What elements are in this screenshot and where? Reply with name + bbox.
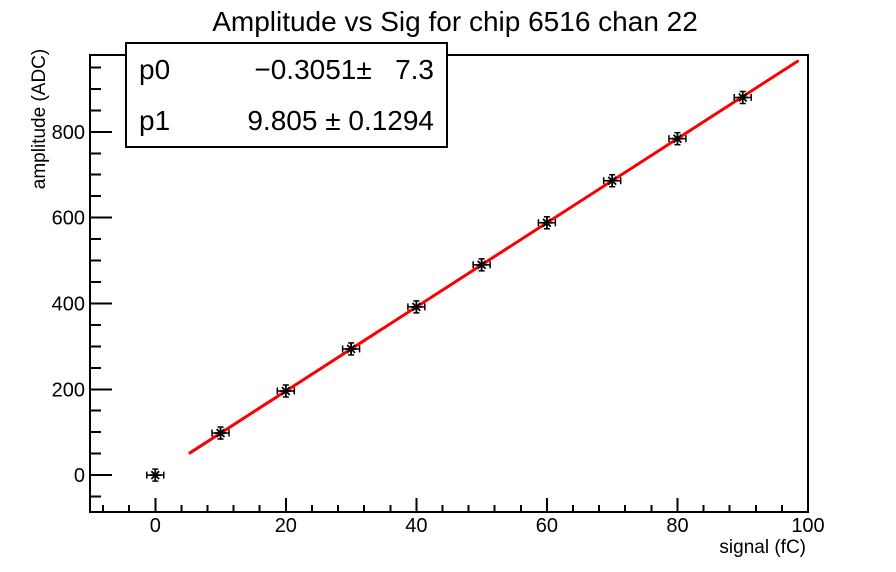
marker-asterisk xyxy=(542,218,552,228)
marker-asterisk xyxy=(672,134,682,144)
y-axis-title: amplitude (ADC) xyxy=(29,49,50,189)
x-tick-label: 20 xyxy=(275,515,297,537)
data-point xyxy=(341,342,361,356)
marker-asterisk xyxy=(411,302,421,312)
chart-title: Amplitude vs Sig for chip 6516 chan 22 xyxy=(212,6,698,37)
data-point xyxy=(602,173,622,188)
marker-asterisk xyxy=(477,260,487,270)
marker-asterisk xyxy=(346,344,356,354)
param-value-p1: 9.805 ± 0.1294 xyxy=(247,104,434,136)
x-tick-label: 40 xyxy=(405,515,427,537)
stats-row-p1: p1 9.805 ± 0.1294 xyxy=(127,95,446,146)
data-point xyxy=(407,300,426,314)
data-point xyxy=(276,384,296,398)
stats-row-p0: p0 −0.3051± 7.3 xyxy=(127,44,446,95)
y-tick-label: 200 xyxy=(52,379,85,401)
x-tick-label: 80 xyxy=(666,515,688,537)
param-value-p0: −0.3051± 7.3 xyxy=(254,53,434,85)
marker-asterisk xyxy=(607,176,617,186)
data-point xyxy=(733,90,752,105)
marker-asterisk xyxy=(281,386,291,396)
data-point xyxy=(146,468,165,482)
fit-line xyxy=(188,59,800,455)
y-tick-label: 800 xyxy=(52,122,85,144)
y-tick-label: 0 xyxy=(74,465,85,487)
x-axis-title: signal (fC) xyxy=(719,537,806,558)
marker-asterisk xyxy=(738,92,748,103)
param-name-p0: p0 xyxy=(139,53,171,85)
data-point xyxy=(211,426,230,440)
y-tick-label: 600 xyxy=(52,208,85,230)
marker-asterisk xyxy=(150,470,160,480)
x-tick-label: 60 xyxy=(536,515,558,537)
marker-asterisk xyxy=(216,428,226,438)
plot-frame xyxy=(89,54,809,513)
y-tick-label: 400 xyxy=(52,293,85,315)
x-tick-label: 100 xyxy=(791,515,824,537)
param-name-p1: p1 xyxy=(139,104,171,136)
data-point xyxy=(537,216,557,230)
data-point xyxy=(668,131,687,146)
data-point xyxy=(472,258,491,272)
x-tick-label: 0 xyxy=(150,515,161,537)
fit-stats-box: p0 −0.3051± 7.3 p1 9.805 ± 0.1294 xyxy=(125,42,448,148)
